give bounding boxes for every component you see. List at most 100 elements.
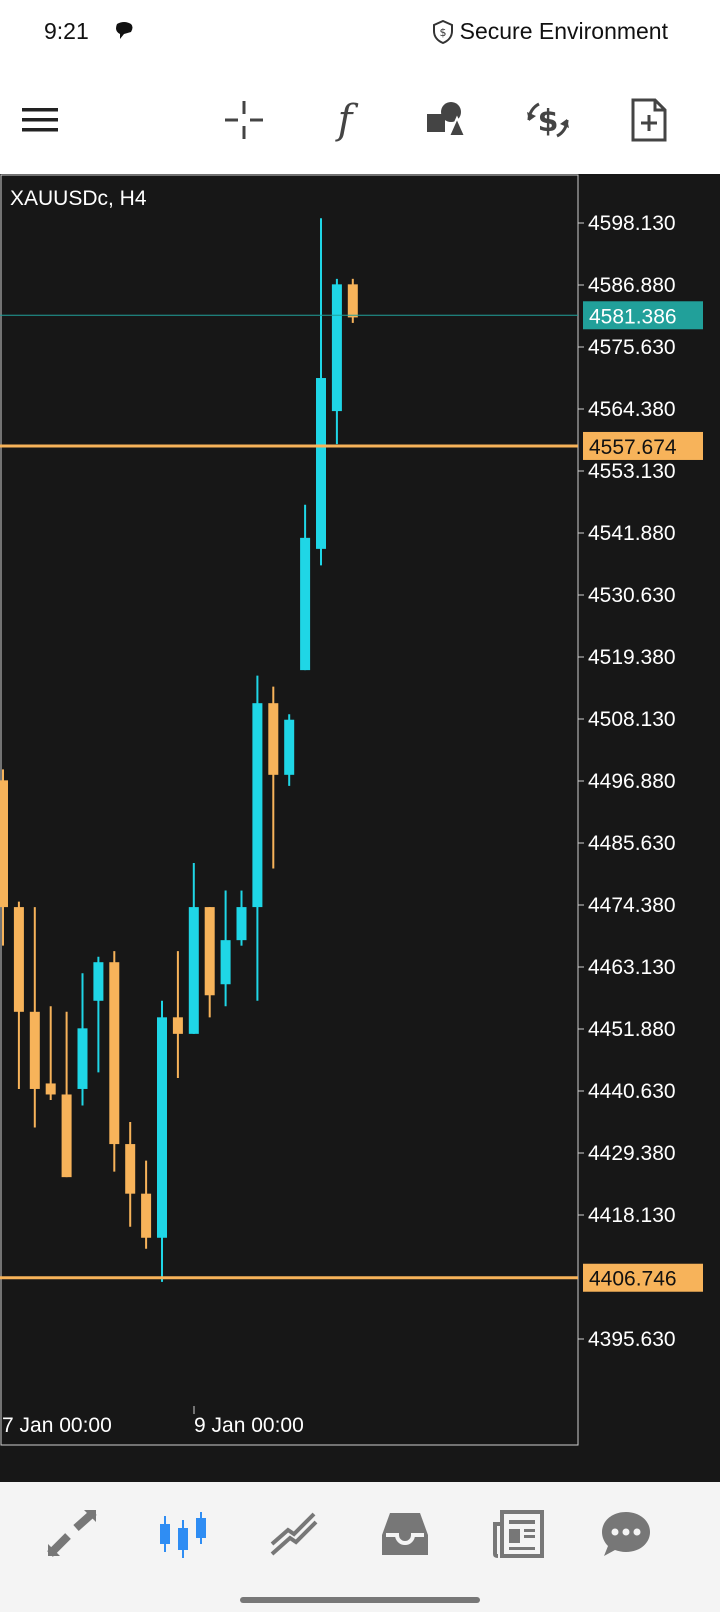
nav-trade[interactable] bbox=[259, 1504, 329, 1564]
candle-body bbox=[45, 1083, 56, 1095]
candle bbox=[0, 769, 8, 946]
candle-body bbox=[77, 1028, 88, 1089]
candle-body bbox=[157, 1017, 167, 1238]
svg-text:$: $ bbox=[439, 26, 446, 39]
price-tick-label: 4530.630 bbox=[588, 584, 676, 607]
quotes-icon bbox=[47, 1510, 97, 1557]
lower-level-value: 4406.746 bbox=[589, 1268, 677, 1291]
upper-level-tag bbox=[583, 431, 703, 460]
candle-body bbox=[284, 719, 295, 775]
price-tick-label: 4440.630 bbox=[588, 1080, 676, 1103]
candle bbox=[331, 278, 342, 445]
nav-quotes[interactable] bbox=[37, 1504, 107, 1564]
candle bbox=[61, 1011, 72, 1178]
home-indicator[interactable] bbox=[240, 1597, 480, 1603]
chart-canvas[interactable]: XAUUSDc, H4 4598.130 4586.880 4575.630 4564… bbox=[0, 174, 720, 1482]
function-icon: f bbox=[337, 97, 353, 143]
status-bar: 9:21 $ Secure Environment bbox=[0, 0, 720, 66]
shield-dollar-icon: $ bbox=[432, 19, 453, 44]
bottom-navigation bbox=[0, 1482, 720, 1612]
candle-body bbox=[331, 284, 342, 412]
candle-body bbox=[347, 284, 358, 318]
indicators-button[interactable]: f bbox=[315, 90, 375, 150]
time-tick-label: 7 Jan 00:00 bbox=[2, 1414, 112, 1437]
candle bbox=[300, 504, 311, 671]
price-tick-label: 4553.130 bbox=[588, 460, 676, 483]
candle bbox=[347, 278, 358, 323]
nav-history[interactable] bbox=[370, 1504, 440, 1564]
symbol-label: XAUUSDc, H4 bbox=[10, 187, 147, 210]
svg-text:$: $ bbox=[538, 104, 559, 139]
lower-level-tag bbox=[583, 1263, 703, 1292]
candle bbox=[316, 218, 326, 566]
candle bbox=[172, 951, 183, 1078]
candle bbox=[45, 1006, 56, 1100]
plot-frame bbox=[0, 174, 579, 1446]
candle-body bbox=[172, 1017, 183, 1034]
candle bbox=[93, 956, 104, 1073]
current-price-value: 4581.386 bbox=[589, 305, 677, 328]
price-tick-label: 4496.880 bbox=[588, 770, 676, 793]
candle bbox=[141, 1160, 152, 1249]
objects-icon bbox=[427, 102, 467, 137]
candle-body bbox=[29, 1011, 40, 1089]
time-axis: 7 Jan 00:00 9 Jan 00:00 bbox=[2, 1406, 304, 1437]
secure-environment-indicator: $ Secure Environment bbox=[432, 18, 668, 45]
candle bbox=[268, 686, 279, 869]
price-lines: 4581.386 4557.674 4406.746 bbox=[0, 301, 703, 1292]
current-price-tag bbox=[583, 301, 703, 330]
candle bbox=[284, 714, 295, 786]
candle-body bbox=[268, 703, 279, 775]
candle-body bbox=[141, 1193, 152, 1238]
upper-level-value: 4557.674 bbox=[589, 436, 677, 459]
candle-body bbox=[61, 1094, 72, 1178]
time-tick-label: 9 Jan 00:00 bbox=[194, 1414, 304, 1437]
menu-icon bbox=[22, 108, 58, 132]
candle-body bbox=[204, 907, 215, 996]
crosshair-button[interactable] bbox=[214, 90, 274, 150]
candle-body bbox=[125, 1144, 136, 1194]
candle bbox=[252, 675, 263, 1001]
new-order-button[interactable] bbox=[619, 90, 679, 150]
candle-body bbox=[220, 940, 231, 985]
candle bbox=[77, 973, 88, 1106]
price-tick-label: 4519.380 bbox=[588, 646, 676, 669]
candle bbox=[125, 1122, 136, 1227]
candle bbox=[188, 863, 199, 1034]
price-tick-label: 4575.630 bbox=[588, 336, 676, 359]
status-message-icon bbox=[114, 22, 134, 45]
status-time: 9:21 bbox=[44, 18, 89, 44]
history-icon bbox=[382, 1513, 428, 1555]
candle-body bbox=[188, 907, 199, 1034]
price-tick-label: 4429.380 bbox=[588, 1142, 676, 1165]
candle bbox=[13, 901, 24, 1089]
nav-chart[interactable] bbox=[148, 1504, 218, 1564]
chat-icon bbox=[602, 1512, 650, 1556]
chart-toolbar: f $ bbox=[0, 78, 720, 174]
secure-environment-label: Secure Environment bbox=[459, 18, 668, 44]
objects-button[interactable] bbox=[416, 90, 476, 150]
trade-button[interactable]: $ bbox=[518, 90, 578, 150]
candle-body bbox=[93, 962, 104, 1001]
price-tick-label: 4485.630 bbox=[588, 832, 676, 855]
candle-body bbox=[316, 378, 326, 549]
price-chart[interactable]: XAUUSDc, H4 4598.130 4586.880 4575.630 4564… bbox=[0, 174, 720, 1482]
candle-body bbox=[13, 907, 24, 1012]
nav-chat[interactable] bbox=[591, 1504, 661, 1564]
price-tick-label: 4451.880 bbox=[588, 1018, 676, 1041]
trade-icon: $ bbox=[527, 102, 569, 139]
candle-body bbox=[109, 962, 120, 1145]
price-tick-label: 4508.130 bbox=[588, 708, 676, 731]
candle bbox=[220, 890, 231, 1007]
menu-button[interactable] bbox=[10, 90, 70, 150]
trade-icon bbox=[270, 1512, 318, 1556]
new-order-icon bbox=[631, 98, 667, 142]
nav-news[interactable] bbox=[483, 1504, 553, 1564]
candle bbox=[157, 1000, 167, 1282]
candle-body bbox=[236, 907, 247, 941]
candle-body bbox=[0, 780, 8, 908]
price-tick-label: 4598.130 bbox=[588, 212, 676, 235]
price-tick-label: 4564.380 bbox=[588, 398, 676, 421]
candle bbox=[29, 907, 40, 1128]
price-tick-label: 4418.130 bbox=[588, 1204, 676, 1227]
